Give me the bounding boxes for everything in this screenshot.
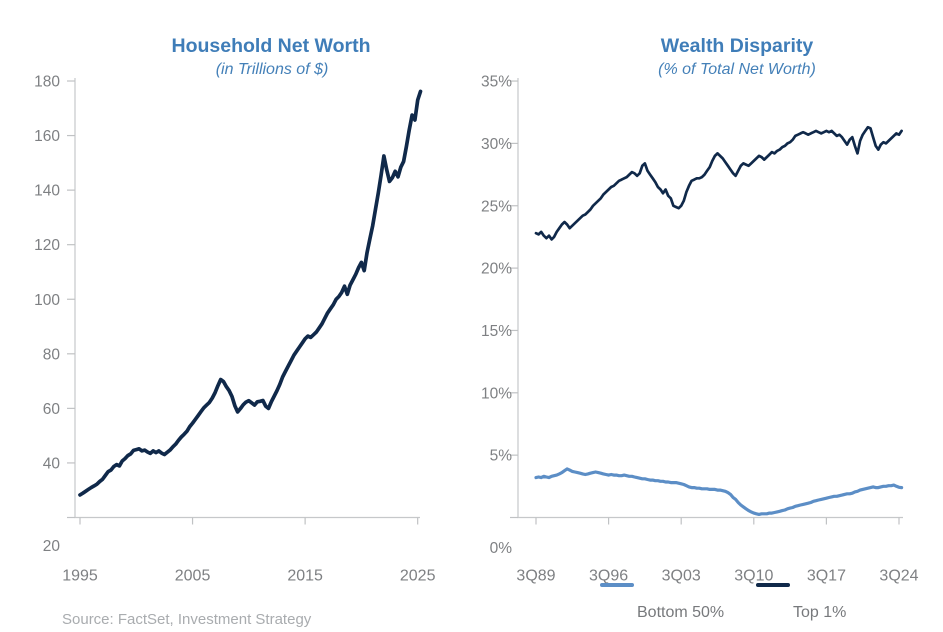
y-tick-label: 140 — [34, 183, 60, 200]
y-tick-label: 20 — [43, 538, 61, 555]
household-net-worth-line — [78, 89, 423, 497]
left-chart-title: Household Net Worth — [171, 35, 371, 57]
bottom-50-line — [534, 467, 904, 517]
y-tick-label: 40 — [43, 455, 61, 472]
x-tick-label: 3Q24 — [879, 568, 918, 585]
wealth-disparity-plot: 35% 30% 25% 20% 15% 10% 5% 0%3Q89 3Q96 3Q03 3Q10 3Q… — [481, 74, 919, 585]
x-tick-label: 3Q10 — [734, 568, 773, 585]
x-tick-label: 2025 — [400, 568, 436, 585]
top-1-line — [534, 125, 903, 241]
x-tick-label: 3Q89 — [516, 568, 555, 585]
y-tick-label: 100 — [34, 292, 60, 309]
right-chart-subtitle: (% of Total Net Worth) — [658, 61, 816, 78]
y-tick-label: 180 — [34, 74, 60, 91]
source-note: Source: FactSet, Investment Strategy — [62, 611, 312, 628]
x-tick-label: 3Q17 — [807, 568, 846, 585]
y-tick-label: 160 — [34, 128, 60, 145]
y-tick-label: 10% — [481, 385, 512, 402]
legend-label-top-1: Top 1% — [793, 604, 847, 621]
left-chart-subtitle: (in Trillions of $) — [215, 61, 329, 78]
legend-swatch-top-1 — [756, 583, 790, 587]
y-tick-label: 25% — [481, 198, 512, 215]
y-tick-label: 80 — [43, 346, 61, 363]
y-tick-label: 30% — [481, 136, 512, 153]
x-tick-label: 2005 — [175, 568, 211, 585]
x-tick-label: 3Q03 — [662, 568, 701, 585]
y-tick-label: 5% — [490, 448, 513, 465]
axis-lines — [74, 78, 420, 519]
y-tick-label: 20% — [481, 261, 512, 278]
y-tick-label: 0% — [490, 540, 513, 557]
y-tick-label: 60 — [43, 401, 61, 418]
y-tick-label: 35% — [481, 74, 512, 91]
y-tick-label: 120 — [34, 237, 60, 254]
x-tick-label: 2015 — [287, 568, 323, 585]
legend-label-bottom-50: Bottom 50% — [637, 604, 725, 621]
y-tick-label: 15% — [481, 323, 512, 340]
right-chart-title: Wealth Disparity — [660, 35, 814, 57]
legend-swatch-bottom-50 — [600, 583, 634, 587]
x-tick-label: 1995 — [62, 568, 98, 585]
x-tick-label: 3Q96 — [589, 568, 628, 585]
